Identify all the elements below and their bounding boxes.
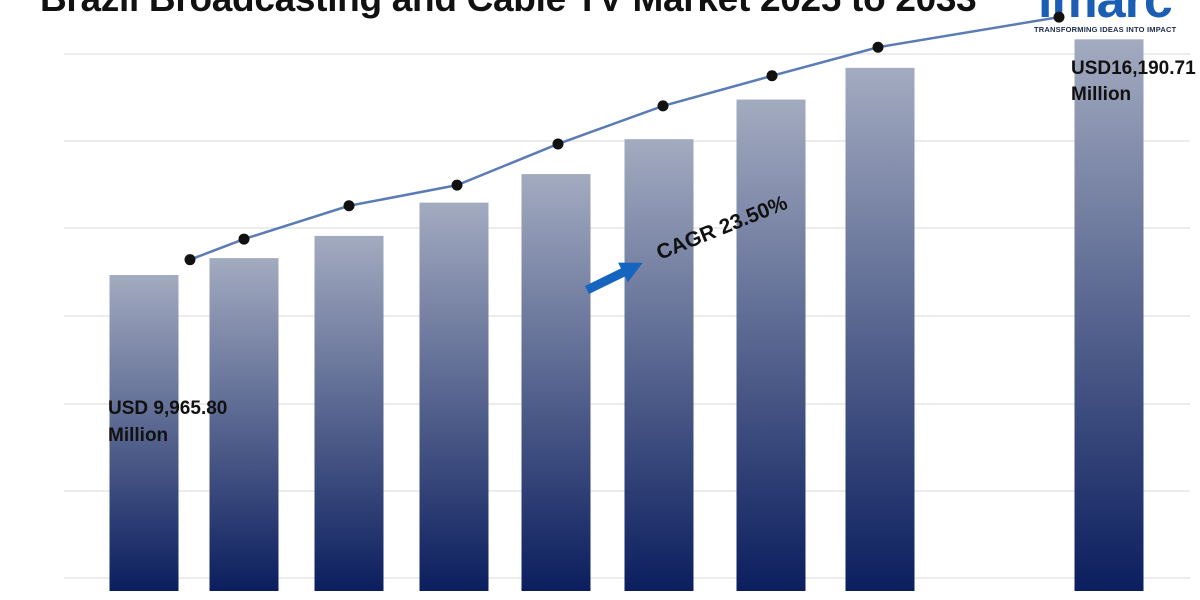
trend-point-7 [872,41,884,53]
trend-point-3 [451,179,463,191]
bars [109,39,1144,592]
value-annotations: USD 9,965.80 Million USD16,190.71 Millio… [108,58,1196,446]
trend-point-0 [184,254,196,266]
trend-line-group [184,11,1065,266]
bar-4 [521,174,591,592]
bar-0 [109,275,179,591]
trend-point-2 [343,200,355,212]
start-value-label: USD 9,965.80 [108,398,227,419]
trend-point-5 [657,100,669,112]
bar-6 [736,99,806,591]
bar-1 [209,258,279,591]
bar-7 [845,67,915,591]
page-title: Brazil Broadcasting and Cable TV Market … [40,0,977,20]
trend-point-1 [238,233,250,245]
trend-point-6 [766,70,778,82]
bar-5 [624,139,694,592]
cagr-arrow-icon [585,262,643,295]
bar-3 [419,202,489,591]
start-unit-label: Million [108,425,168,446]
trend-point-8 [1053,11,1065,23]
end-unit-label: Million [1071,84,1131,105]
logo-tagline: TRANSFORMING IDEAS INTO IMPACT [1034,25,1177,34]
trend-point-4 [552,138,564,150]
bar-2 [314,235,384,592]
bar-8 [1074,39,1144,592]
end-value-label: USD16,190.71 [1071,58,1196,79]
